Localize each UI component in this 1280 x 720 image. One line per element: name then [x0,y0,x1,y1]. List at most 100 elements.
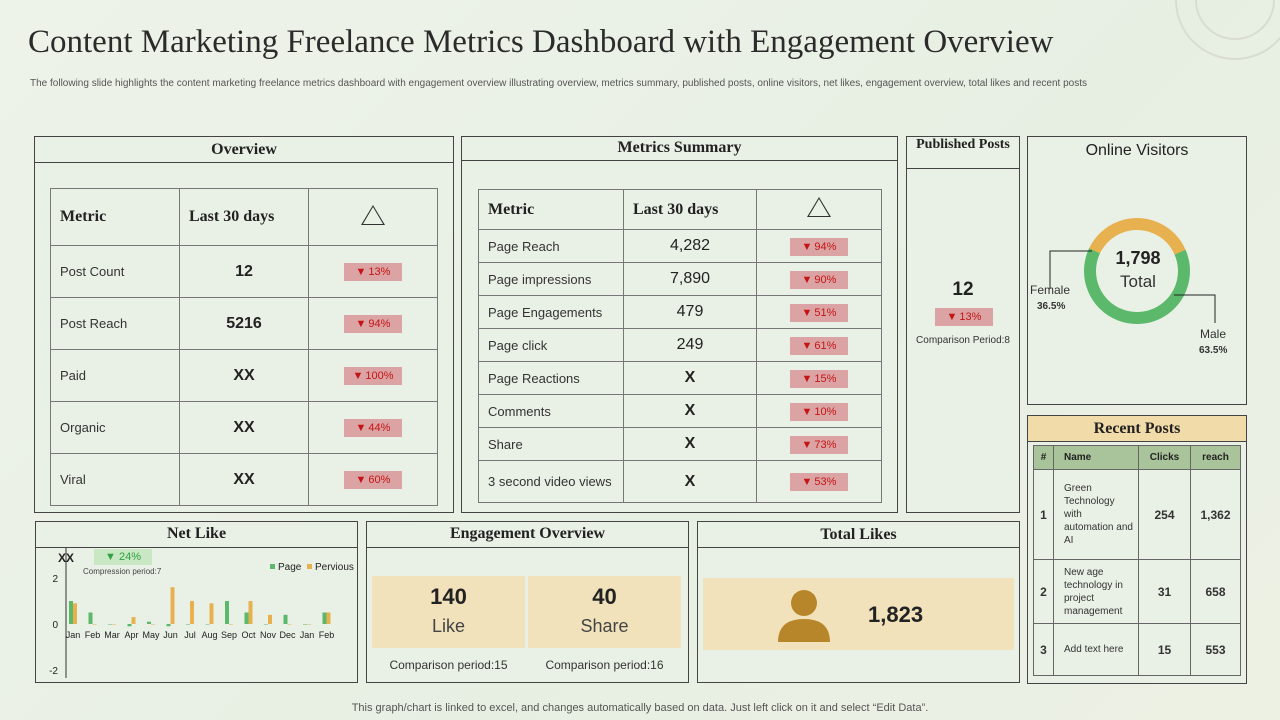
x-tick-label: Apr [124,630,138,640]
post-reach: 553 [1190,623,1241,676]
post-name: New age technology in project management [1053,559,1139,624]
arrow-down-icon: ▼ [801,306,813,319]
total-likes-value: 1,823 [868,602,924,627]
num-header: # [1033,445,1054,470]
delta-badge: ▼ 44% [344,419,402,437]
metrics-summary-title: Metrics Summary [462,137,897,161]
table-row: Page impressions 7,890 ▼ 90% [478,262,882,296]
online-visitors-title: Online Visitors [1085,142,1189,159]
person-icon [778,590,830,642]
table-row: Share X ▼ 73% [478,427,882,461]
y-tick-label: 0 [52,620,58,631]
x-tick-label: Oct [241,630,256,640]
arrow-down-icon: ▼ [801,273,813,286]
arrow-down-icon: ▼ [801,405,813,418]
table-row: 3 Add text here 15 553 [1033,623,1241,676]
metric-header: Metric [478,189,624,230]
metric-label: Post Reach [50,297,180,350]
like-card: 140 Like [372,576,525,648]
table-row: Post Reach 5216 ▼ 94% [50,297,438,350]
table-row: Viral XX ▼ 60% [50,453,438,506]
metrics-summary-panel: Metrics Summary Metric Last 30 days Page… [461,136,898,513]
metric-label: Page Reach [478,229,624,263]
y-tick-label: 2 [52,574,58,585]
post-number: 2 [1033,559,1054,624]
last-30-days-header: Last 30 days [623,189,757,230]
arrow-down-icon: ▼ [105,551,116,563]
female-percent: 36.5% [1037,301,1066,312]
bar-page-10 [264,624,268,625]
post-name: Green Technology with automation and AI [1053,469,1139,560]
table-row: Post Count 12 ▼ 13% [50,245,438,298]
published-posts-value: 12 [952,279,974,300]
recent-posts-panel: Recent Posts # Name Clicks reach 1 Green… [1027,415,1247,684]
metric-label: Organic [50,401,180,454]
bar-page-1 [88,612,93,624]
share-value: 40 [592,584,617,609]
footer-note: This graph/chart is linked to excel, and… [351,702,929,714]
legend-label-previous: Pervious [315,562,354,573]
page-subtitle: The following slide highlights the conte… [30,78,1088,89]
arrow-down-icon: ▼ [801,476,813,488]
table-row: 3 second video views X ▼ 53% [478,460,882,503]
metric-value: X [623,427,757,461]
clicks-header: Clicks [1138,445,1191,470]
delta-badge: ▼ 10% [790,402,848,421]
table-row: Comments X ▼ 10% [478,394,882,428]
delta-header [756,189,882,230]
triangle-icon [361,204,385,225]
delta-badge: ▼ 13% [344,263,402,281]
post-clicks: 15 [1138,623,1191,676]
donut-slice-male [1084,218,1190,324]
bar-pervious-0 [73,603,77,624]
table-row: Page Engagements 479 ▼ 51% [478,295,882,329]
delta-badge: ▼ 15% [790,369,848,388]
engagement-overview-panel: Engagement Overview 140 Like 40 Share Co… [366,521,689,683]
y-tick-label: -2 [49,666,58,677]
visitors-donut-chart [1049,218,1216,324]
metric-label: 3 second video views [478,460,624,503]
metric-value: 7,890 [623,262,757,296]
post-reach: 658 [1190,559,1241,624]
published-posts-title: Published Posts [907,137,1019,169]
metric-label: Page Reactions [478,361,624,395]
legend-label-page: Page [278,562,302,573]
post-name: Add text here [1053,623,1139,676]
x-tick-label: Mar [104,630,120,640]
net-like-panel: Net Like XX ▼ 24% Compression period:7 J… [35,521,358,683]
triangle-icon [807,197,831,217]
total-likes-title: Total Likes [698,522,1019,548]
metric-label: Page click [478,328,624,362]
arrow-down-icon: ▼ [946,311,958,323]
metric-value: XX [179,401,309,454]
x-tick-label: Jan [300,630,315,640]
metric-label: Page impressions [478,262,624,296]
x-tick-label: Jul [184,630,196,640]
arrow-down-icon: ▼ [355,266,367,278]
legend-swatch-previous [307,564,312,569]
arrow-down-icon: ▼ [801,240,813,253]
share-card: 40 Share [528,576,681,648]
metric-label: Page Engagements [478,295,624,329]
arrow-down-icon: ▼ [352,370,364,382]
delta-badge: ▼ 61% [790,336,848,355]
metric-label: Viral [50,453,180,506]
bar-page-9 [244,612,249,624]
bar-pervious-2 [112,624,116,625]
delta-badge: ▼ 90% [790,270,848,289]
total-likes-panel: Total Likes 1,823 [697,521,1020,683]
delta-badge: ▼ 60% [344,471,402,489]
female-label: Female [1030,283,1071,297]
legend-swatch-page [270,564,275,569]
metric-label: Share [478,427,624,461]
delta-badge: ▼ 51% [790,303,848,322]
bar-page-8 [225,601,229,624]
bar-pervious-7 [209,603,214,624]
recent-posts-table: # Name Clicks reach 1 Green Technology w… [1033,445,1241,676]
male-percent: 63.5% [1199,345,1228,356]
bar-page-4 [147,621,151,624]
arrow-down-icon: ▼ [801,339,813,352]
male-leader-line [1174,294,1216,323]
x-tick-label: Feb [319,630,335,640]
x-tick-label: Jan [66,630,81,640]
